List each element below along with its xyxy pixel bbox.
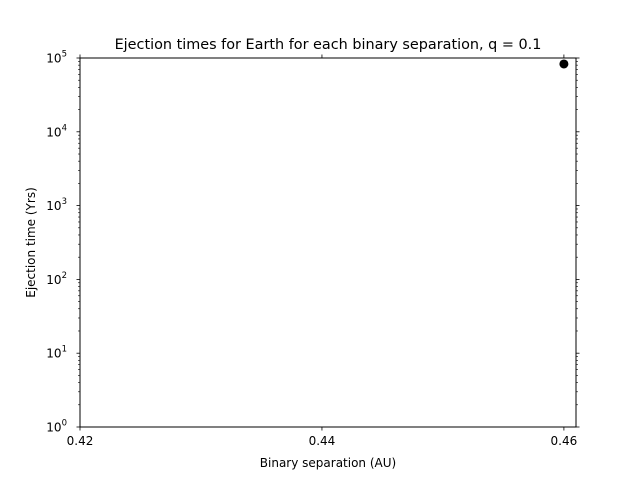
plot-area-frame [79, 57, 577, 428]
y-tick-label: 104 [46, 123, 67, 139]
x-tick-label: 0.42 [67, 434, 94, 448]
chart-title: Ejection times for Earth for each binary… [115, 37, 542, 53]
y-tick-label: 100 [46, 419, 67, 435]
x-tick-label: 0.44 [309, 434, 336, 448]
y-tick-label: 105 [46, 50, 67, 66]
y-tick-label: 101 [46, 345, 67, 361]
data-point [559, 59, 569, 69]
y-axis-label: Ejection time (Yrs) [24, 187, 38, 298]
x-axis-label: Binary separation (AU) [260, 456, 396, 470]
ticks-layer: 0.42 0.44 0.46 100 101 102 103 104 105 [46, 50, 580, 448]
x-tick-label: 0.46 [551, 434, 578, 448]
y-tick-label: 103 [46, 197, 67, 213]
y-tick-label: 102 [46, 271, 67, 287]
marks-layer [559, 59, 569, 69]
